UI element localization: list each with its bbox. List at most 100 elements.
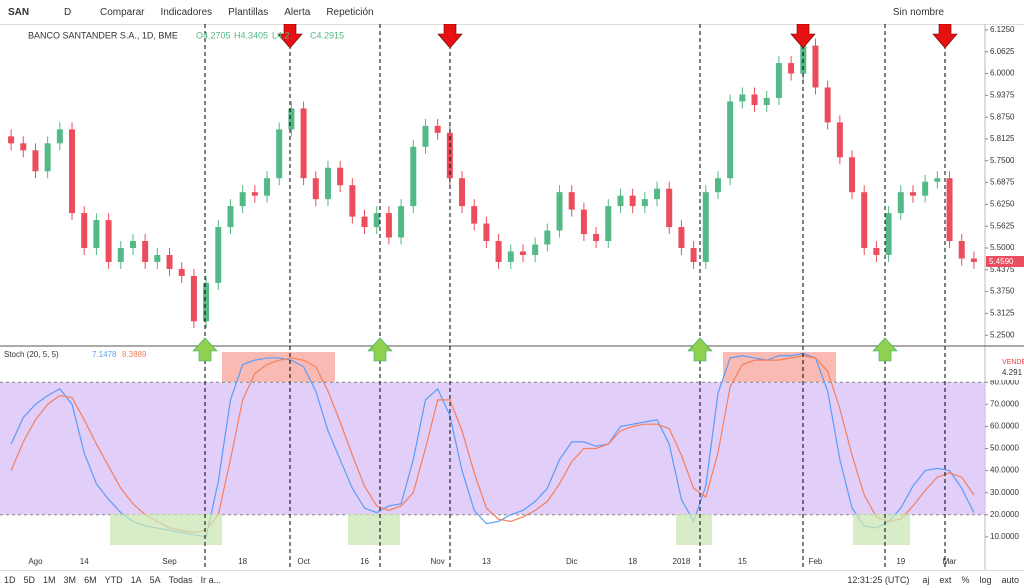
signal-tag: VENDE: [1002, 359, 1024, 366]
candle-body: [593, 234, 600, 242]
scale-option[interactable]: %: [961, 575, 970, 585]
candle-body: [446, 132, 453, 179]
candle-body: [105, 220, 112, 262]
candle-body: [385, 213, 392, 238]
candle-body: [641, 199, 648, 207]
x-tick-label: Ago: [28, 557, 43, 566]
toolbar-button[interactable]: Plantillas: [228, 6, 269, 18]
candle-body: [178, 268, 185, 276]
y-tick-label: 5.7500: [990, 156, 1015, 165]
range-button[interactable]: 6M: [84, 575, 97, 585]
y-tick-label: 5.9375: [990, 90, 1015, 99]
y-tick-label: 5.8750: [990, 112, 1015, 121]
x-tick-label: 2018: [673, 557, 691, 566]
candle-body: [459, 178, 466, 207]
candle-body: [580, 209, 587, 235]
candle-body: [678, 227, 685, 249]
scale-option[interactable]: auto: [1001, 575, 1019, 585]
x-tick-label: Dic: [566, 557, 578, 566]
signal-value: 4.291: [1002, 368, 1023, 377]
candle-body: [276, 129, 283, 179]
candle-body: [44, 143, 51, 172]
stoch-title: Stoch (20, 5, 5): [4, 350, 59, 359]
candle-body: [81, 213, 88, 249]
sell-arrow: [277, 24, 303, 49]
candle-body: [519, 251, 526, 255]
range-button[interactable]: Todas: [168, 575, 193, 585]
y-tick-label: 5.4375: [990, 265, 1015, 274]
candle-body: [300, 108, 307, 179]
legend-value: H4.3405: [234, 30, 268, 40]
scale-option[interactable]: ext: [939, 575, 952, 585]
y-tick-label: 5.3125: [990, 309, 1015, 318]
signal-tag-bg: [986, 356, 1024, 380]
toolbar-button[interactable]: Repetición: [326, 6, 374, 18]
symbol[interactable]: SAN: [8, 6, 30, 18]
y-tick-label: 80.0000: [990, 377, 1019, 386]
y-tick-label: 5.2500: [990, 330, 1015, 339]
candle-body: [69, 129, 76, 214]
y-tick-label: 5.3750: [990, 287, 1015, 296]
y-tick-label: 5.5625: [990, 221, 1015, 230]
candle-body: [117, 248, 124, 262]
range-button[interactable]: 5A: [149, 575, 161, 585]
candle-body: [617, 195, 624, 207]
stoch-d: 8.3889: [122, 350, 147, 359]
chart: 6.1250 6.0625 6.0000 5.9375 5.8750 5.8125 5.75…: [0, 24, 1024, 570]
y-tick-label: 5.6250: [990, 199, 1015, 208]
x-tick-label: Oct: [297, 557, 310, 566]
price-tag: 5.4590: [989, 257, 1014, 266]
range-button[interactable]: 5D: [23, 575, 36, 585]
buy-arrow: [192, 337, 218, 362]
candle-body: [727, 101, 734, 179]
candle-body: [556, 192, 563, 231]
x-tick-label: Mar: [943, 557, 957, 566]
legend-value: C4.2915: [310, 30, 344, 40]
y-tick-label: 50.0000: [990, 444, 1019, 453]
y-tick-label: 30.0000: [990, 488, 1019, 497]
interval[interactable]: D: [64, 6, 72, 18]
y-tick-label: 5.5000: [990, 243, 1015, 252]
range-button[interactable]: 1A: [130, 575, 142, 585]
layout-name[interactable]: Sin nombre: [892, 6, 944, 18]
candle-body: [32, 150, 39, 172]
candle-body: [507, 251, 514, 262]
range-button[interactable]: 1D: [4, 575, 16, 585]
y-tick-label: 5.8125: [990, 134, 1015, 143]
candle-body: [909, 192, 916, 196]
range-button[interactable]: 1M: [43, 575, 56, 585]
stoch-k: 7.1478: [92, 350, 117, 359]
candle-body: [873, 248, 880, 255]
candle-body: [788, 63, 795, 74]
candle-body: [836, 122, 843, 158]
candle-body: [922, 181, 929, 196]
scale-option[interactable]: aj: [922, 575, 930, 585]
buy-arrow: [687, 337, 713, 362]
toolbar-button[interactable]: Indicadores: [160, 6, 213, 18]
price-tag-bg: [986, 256, 1024, 267]
range-button[interactable]: YTD: [104, 575, 123, 585]
candle-body: [361, 216, 368, 228]
candle-body: [934, 178, 941, 182]
overbought-oversold-band: [0, 382, 985, 515]
candle-body: [970, 258, 977, 262]
y-tick-label: 10.0000: [990, 532, 1019, 541]
toolbar-button[interactable]: Alerta: [284, 6, 311, 18]
toolbar-button[interactable]: Comparar: [100, 6, 145, 18]
candle-body: [227, 206, 234, 228]
y-tick-label: 6.0625: [990, 47, 1015, 56]
scale-option[interactable]: log: [979, 575, 992, 585]
x-tick-label: 18: [238, 557, 247, 566]
candle-body: [763, 97, 770, 105]
legend-value: L4.2: [272, 30, 290, 40]
sell-arrow: [437, 24, 463, 49]
candle-body: [434, 125, 441, 133]
candle-body: [129, 241, 136, 249]
range-button[interactable]: 3M: [63, 575, 77, 585]
candle-body: [812, 45, 819, 88]
x-tick-label: 19: [896, 557, 905, 566]
candle-body: [422, 125, 429, 147]
candle-body: [215, 227, 222, 283]
range-button[interactable]: Ir a...: [200, 575, 222, 585]
